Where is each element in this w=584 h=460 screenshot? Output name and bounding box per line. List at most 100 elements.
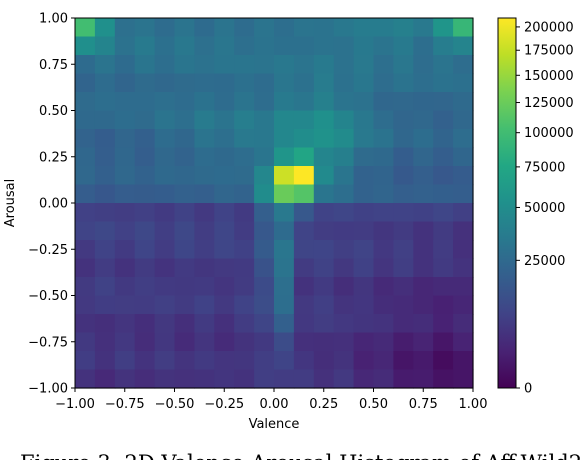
- heatmap-cell: [114, 147, 136, 167]
- heatmap-cell: [234, 55, 255, 75]
- colorbar-tick-label: 175000: [524, 44, 574, 59]
- heatmap-cell: [433, 221, 454, 241]
- heatmap-cell: [293, 166, 315, 186]
- heatmap-cell: [75, 351, 96, 371]
- heatmap-cell: [453, 92, 474, 112]
- heatmap-cell: [75, 73, 96, 93]
- heatmap-cell: [393, 184, 414, 204]
- heatmap-cell: [313, 129, 335, 149]
- heatmap-cell: [313, 314, 335, 334]
- y-tick-label: −0.75: [28, 335, 68, 350]
- heatmap-cell: [413, 166, 434, 186]
- heatmap-cell: [353, 351, 375, 371]
- heatmap-cell: [433, 295, 454, 315]
- heatmap-cell: [254, 129, 275, 149]
- heatmap-cell: [134, 314, 156, 334]
- heatmap-cell: [194, 73, 215, 93]
- heatmap-cell: [453, 332, 474, 352]
- x-tick-label: −0.75: [105, 397, 145, 412]
- heatmap-cell: [293, 18, 315, 38]
- heatmap-cell: [254, 258, 275, 278]
- x-tick-label: 1.00: [459, 397, 488, 412]
- heatmap-cell: [254, 369, 275, 389]
- heatmap-cell: [293, 332, 315, 352]
- heatmap-cell: [154, 369, 176, 389]
- heatmap-cell: [94, 18, 116, 38]
- heatmap-cell: [433, 203, 454, 223]
- heatmap-cell: [75, 110, 96, 130]
- heatmap-cell: [134, 166, 156, 186]
- heatmap-cell: [154, 129, 176, 149]
- heatmap-cell: [333, 110, 355, 130]
- heatmap-cell: [313, 295, 335, 315]
- heatmap-cell: [373, 258, 394, 278]
- heatmap-cell: [154, 332, 176, 352]
- heatmap-cell: [313, 55, 335, 75]
- heatmap-cell: [274, 314, 295, 334]
- heatmap-cell: [333, 18, 355, 38]
- heatmap-cell: [75, 258, 96, 278]
- heatmap-cell: [433, 369, 454, 389]
- colorbar-tick-label: 50000: [524, 201, 565, 216]
- heatmap-cell: [75, 92, 96, 112]
- heatmap-cell: [75, 369, 96, 389]
- heatmap-cell: [274, 18, 295, 38]
- heatmap-cell: [214, 73, 235, 93]
- heatmap-cell: [154, 351, 176, 371]
- heatmap-cell: [453, 240, 474, 260]
- heatmap-cell: [333, 184, 355, 204]
- heatmap-cell: [114, 129, 136, 149]
- heatmap-cell: [453, 203, 474, 223]
- heatmap-cell: [293, 295, 315, 315]
- heatmap-cell: [274, 110, 295, 130]
- heatmap-cell: [293, 110, 315, 130]
- heatmap-cell: [154, 147, 176, 167]
- heatmap-cell: [254, 55, 275, 75]
- x-axis-label: Valence: [249, 417, 300, 432]
- heatmap-cell: [194, 295, 215, 315]
- heatmap-cell: [174, 36, 195, 56]
- y-tick-label: −0.25: [28, 243, 68, 258]
- heatmap-cell: [353, 203, 375, 223]
- heatmap-cell: [413, 295, 434, 315]
- heatmap-cell: [154, 36, 176, 56]
- x-tick-label: −1.00: [55, 397, 95, 412]
- heatmap-cell: [373, 55, 394, 75]
- heatmap-cell: [75, 277, 96, 297]
- heatmap-cell: [453, 147, 474, 167]
- heatmap-cell: [234, 295, 255, 315]
- heatmap-cell: [94, 314, 116, 334]
- heatmap-cell: [174, 277, 195, 297]
- heatmap-cell: [75, 203, 96, 223]
- heatmap-cell: [114, 55, 136, 75]
- heatmap-cell: [254, 36, 275, 56]
- heatmap-cell: [353, 184, 375, 204]
- heatmap-cell: [393, 258, 414, 278]
- heatmap-cell: [293, 369, 315, 389]
- heatmap-cell: [393, 203, 414, 223]
- heatmap-cell: [94, 147, 116, 167]
- heatmap-cell: [453, 258, 474, 278]
- heatmap-cell: [254, 73, 275, 93]
- heatmap-cell: [413, 129, 434, 149]
- heatmap-cell: [413, 36, 434, 56]
- heatmap-cell: [114, 73, 136, 93]
- heatmap-cell: [353, 332, 375, 352]
- heatmap-cell: [194, 129, 215, 149]
- heatmap-cell: [214, 332, 235, 352]
- heatmap-cell: [234, 221, 255, 241]
- heatmap-cell: [453, 110, 474, 130]
- heatmap-cell: [214, 295, 235, 315]
- y-tick-label: 0.25: [39, 150, 68, 165]
- heatmap-cell: [134, 221, 156, 241]
- heatmap-cell: [353, 295, 375, 315]
- heatmap-cell: [313, 332, 335, 352]
- heatmap-cell: [293, 147, 315, 167]
- heatmap-cell: [134, 129, 156, 149]
- heatmap-cell: [194, 147, 215, 167]
- heatmap-cell: [274, 129, 295, 149]
- heatmap-cell: [234, 184, 255, 204]
- colorbar-tick-label: 0: [524, 382, 532, 397]
- heatmap-cell: [373, 147, 394, 167]
- heatmap-cell: [274, 166, 295, 186]
